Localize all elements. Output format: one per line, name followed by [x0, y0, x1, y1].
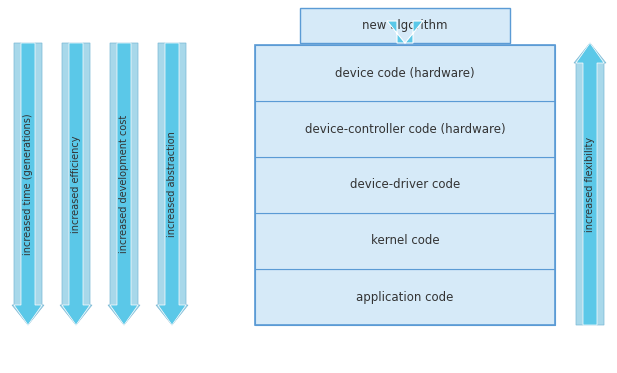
Polygon shape — [12, 43, 44, 325]
Polygon shape — [387, 21, 423, 43]
Text: increased time (generations): increased time (generations) — [23, 113, 33, 255]
Text: application code: application code — [356, 291, 453, 304]
FancyBboxPatch shape — [255, 157, 555, 213]
Text: device code (hardware): device code (hardware) — [335, 66, 475, 79]
Text: increased abstraction: increased abstraction — [167, 131, 177, 237]
Polygon shape — [60, 43, 92, 325]
FancyBboxPatch shape — [255, 101, 555, 157]
Polygon shape — [574, 43, 606, 325]
Text: device-driver code: device-driver code — [350, 179, 460, 191]
FancyBboxPatch shape — [300, 8, 510, 43]
Polygon shape — [576, 43, 604, 325]
FancyBboxPatch shape — [255, 45, 555, 101]
Polygon shape — [14, 43, 42, 325]
Polygon shape — [110, 43, 138, 325]
Text: increased efficiency: increased efficiency — [71, 135, 81, 233]
Text: device-controller code (hardware): device-controller code (hardware) — [305, 122, 505, 135]
Text: increased development cost: increased development cost — [119, 115, 129, 253]
Polygon shape — [158, 43, 186, 325]
Polygon shape — [62, 43, 90, 325]
Text: new algorithm: new algorithm — [362, 19, 448, 32]
Text: increased flexibility: increased flexibility — [585, 137, 595, 232]
FancyBboxPatch shape — [255, 213, 555, 269]
Polygon shape — [108, 43, 140, 325]
Polygon shape — [156, 43, 188, 325]
Text: kernel code: kernel code — [371, 235, 439, 248]
FancyBboxPatch shape — [255, 269, 555, 325]
